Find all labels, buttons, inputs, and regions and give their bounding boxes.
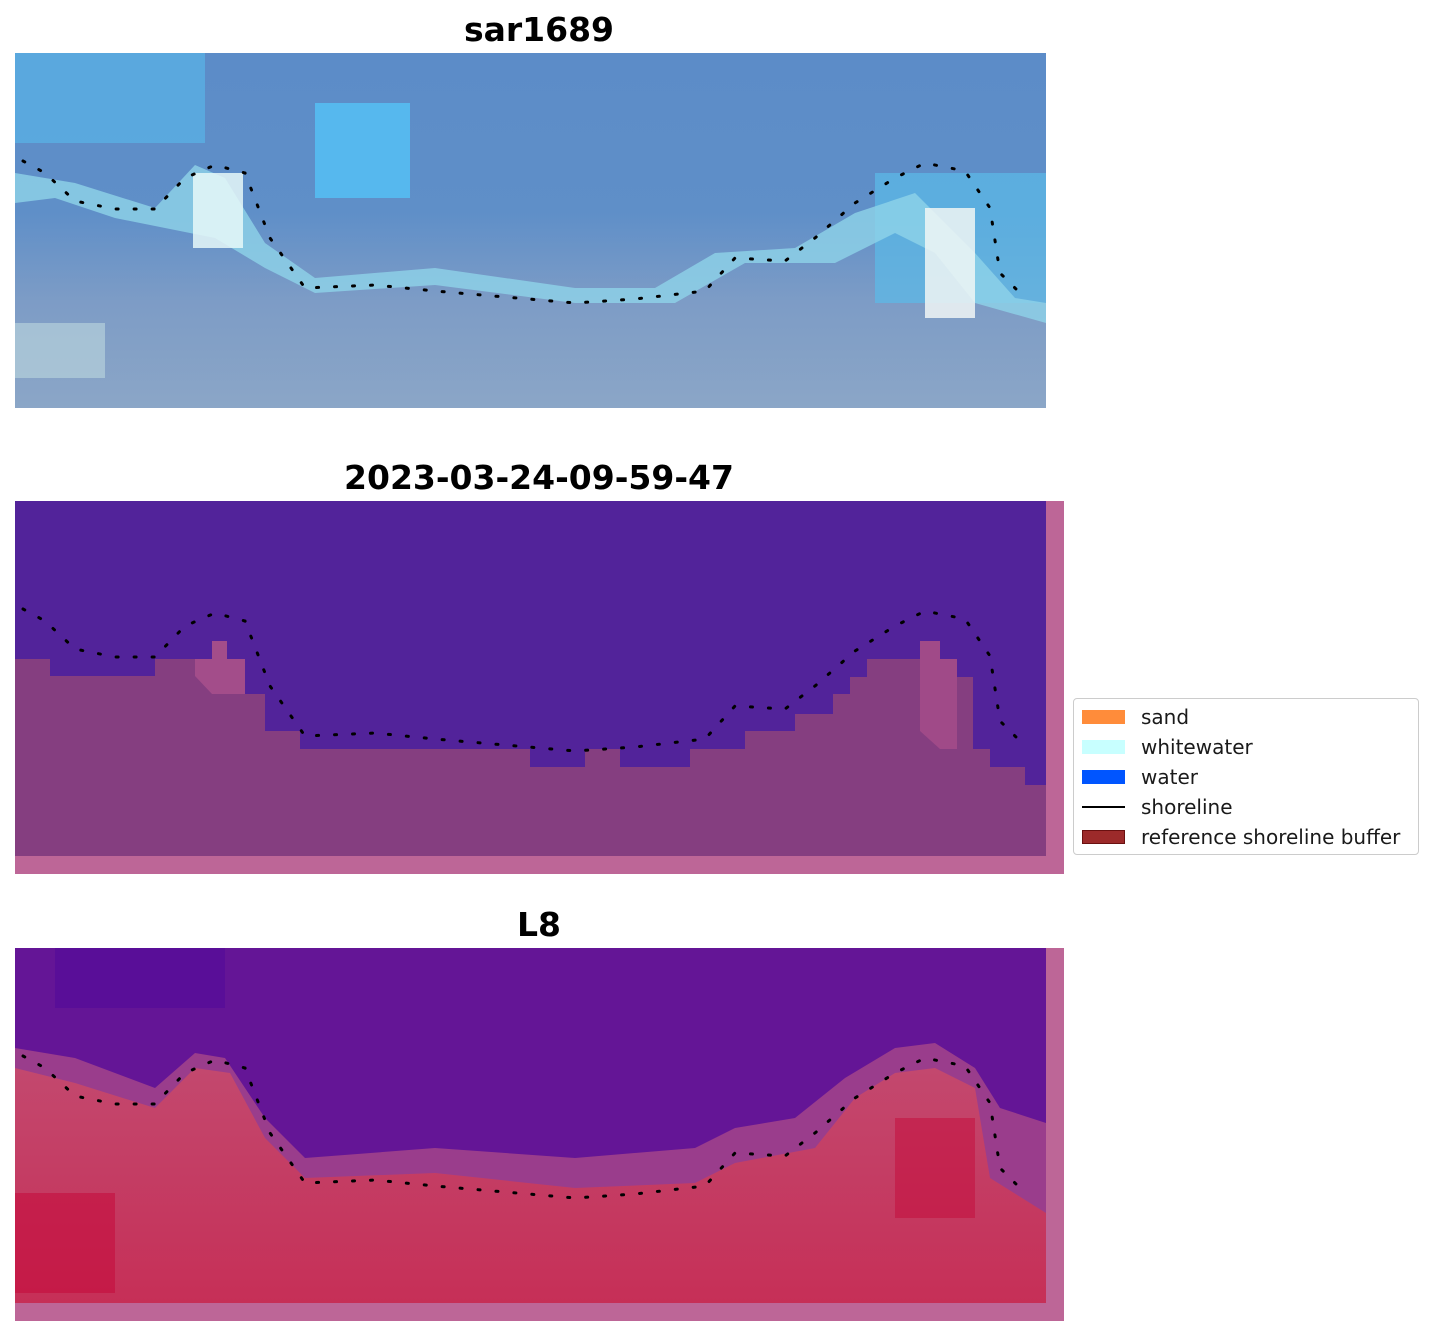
legend-label-reference-buffer: reference shoreline buffer [1141, 825, 1401, 849]
class-land-highlight-right [920, 641, 957, 749]
legend: sand whitewater water shoreline referenc… [1073, 698, 1419, 855]
whitewater-swatch [1082, 740, 1125, 754]
index-land-dark-right [895, 1118, 975, 1218]
class-land-highlight-left [195, 641, 245, 694]
index-land [15, 1068, 1046, 1303]
panel-title-rgb: sar1689 [463, 10, 615, 49]
rgb-shoreline-dots [21, 159, 1022, 305]
legend-item-shoreline: shoreline [1074, 791, 1418, 821]
rgb-image-panel [15, 53, 1046, 408]
panel-title-classification: 2023-03-24-09-59-47 [344, 458, 734, 497]
rgb-whitewater-band [15, 165, 1046, 323]
rgb-white-crest-right [925, 208, 975, 318]
index-image-panel [15, 948, 1064, 1321]
class-land [15, 641, 1046, 856]
index-land-dark-left [15, 1193, 115, 1293]
sand-swatch [1082, 710, 1125, 724]
legend-label-whitewater: whitewater [1141, 735, 1253, 759]
rgb-white-crest-left [193, 173, 243, 248]
shoreline-line-swatch [1082, 806, 1125, 808]
index-shoreline-dots [21, 1054, 1022, 1200]
rgb-cyan-patch-mid [315, 103, 410, 198]
classification-image-panel [15, 501, 1064, 874]
index-water-dark-topleft [55, 948, 225, 1008]
legend-item-water: water [1074, 761, 1418, 791]
legend-item-whitewater: whitewater [1074, 731, 1418, 761]
legend-label-sand: sand [1141, 705, 1190, 729]
rgb-white-patch-bottomleft [15, 323, 105, 378]
panel-title-index: L8 [517, 905, 561, 944]
reference-buffer-swatch [1082, 830, 1125, 844]
rgb-cyan-patch-topleft [15, 53, 205, 143]
legend-label-water: water [1141, 765, 1198, 789]
class-shoreline-dots [21, 607, 1022, 753]
legend-item-sand: sand [1074, 701, 1418, 731]
legend-label-shoreline: shoreline [1141, 795, 1233, 819]
water-swatch [1082, 770, 1125, 784]
legend-item-reference-buffer: reference shoreline buffer [1074, 821, 1418, 851]
